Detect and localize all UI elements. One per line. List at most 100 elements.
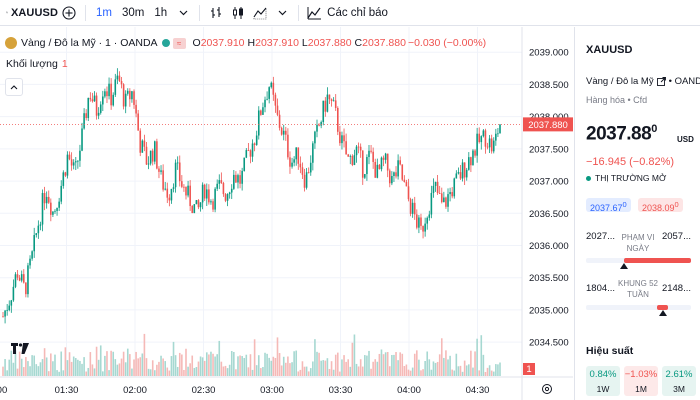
volume-bar <box>210 351 212 376</box>
interval-30m-button[interactable]: 30m <box>121 6 145 19</box>
candle-body <box>384 153 387 160</box>
candle-body <box>440 193 443 203</box>
performance-3m-period: 3M <box>673 384 685 394</box>
cfd-badge[interactable]: ≈ <box>172 37 186 49</box>
tradingview-logo[interactable] <box>11 341 29 359</box>
candle-body <box>181 181 183 187</box>
time-tick-label: 1:00 <box>0 385 7 396</box>
ask-price-badge[interactable]: 2038.090 <box>638 198 683 213</box>
candle-body <box>18 277 21 281</box>
tradingview-logo-icon <box>11 343 29 354</box>
candle-body <box>37 225 40 234</box>
candle-body <box>25 282 27 295</box>
candle-body <box>216 183 218 189</box>
candle-body <box>85 113 87 119</box>
volume-bar <box>50 353 52 376</box>
symbol-details-panel: XAUUSD Vàng / Đô la Mỹ • OANDA ··· Hàng … <box>574 27 700 400</box>
volume-bar <box>432 361 435 376</box>
candle-body <box>330 99 333 101</box>
candle-body <box>420 217 422 226</box>
candle-body <box>149 150 152 164</box>
bar-chart-type-button[interactable] <box>205 2 227 24</box>
volume-bar <box>129 354 131 376</box>
panel-symbol[interactable]: XAUUSD <box>586 44 633 56</box>
candle-body <box>197 200 200 208</box>
volume-bar <box>257 355 260 376</box>
volume-bar <box>189 363 191 376</box>
candle-body <box>147 163 150 165</box>
candle-body <box>233 174 235 189</box>
candle-body <box>405 182 408 187</box>
candle-body <box>341 135 343 144</box>
chart-type-dropdown-button[interactable] <box>271 2 293 24</box>
candle-body <box>87 97 90 119</box>
volume-bar <box>172 341 175 376</box>
volume-bar <box>397 360 399 376</box>
candle-body <box>245 150 248 158</box>
volume-bar <box>405 364 408 376</box>
bid-price: 2037.67 <box>590 203 623 213</box>
volume-bar <box>264 352 266 376</box>
volume-bar <box>386 351 389 376</box>
high-label: H <box>247 37 256 49</box>
volume-bar <box>91 364 94 376</box>
volume-bar <box>465 365 468 376</box>
close-value: 2037.880 <box>362 37 406 49</box>
candle-body <box>484 130 487 147</box>
candle-body <box>224 194 227 201</box>
volume-bar <box>324 360 327 376</box>
volume-bar <box>2 366 4 376</box>
candle-body <box>434 181 437 186</box>
candle-body <box>291 162 293 167</box>
candle-body <box>289 157 291 167</box>
interval-dropdown-button[interactable] <box>172 2 194 24</box>
last-price: 2037.880 <box>586 123 657 145</box>
candle-body <box>62 172 65 186</box>
candle-body <box>41 193 44 225</box>
bid-price-badge[interactable]: 2037.670 <box>586 198 631 213</box>
candle-body <box>339 131 341 144</box>
price-chart[interactable]: 2039.0002038.5002038.0002037.5002037.000… <box>0 27 573 400</box>
collapse-legend-button[interactable] <box>5 78 23 96</box>
chart-settings-icon[interactable] <box>542 384 552 394</box>
performance-1w[interactable]: 0.84% 1W <box>586 366 620 396</box>
week52-range-low: 1804... <box>586 283 616 294</box>
area-chart-type-button[interactable] <box>249 2 271 24</box>
performance-3m[interactable]: 2.61% 3M <box>662 366 696 396</box>
symbol-search[interactable]: XAUUSD <box>0 7 58 19</box>
volume-bar <box>12 362 15 376</box>
candle-body <box>27 265 29 295</box>
volume-bar <box>355 363 358 376</box>
candle-body <box>237 175 239 183</box>
volume-bar <box>374 359 377 376</box>
performance-1m[interactable]: −1.03% 1M <box>624 366 658 396</box>
candle-body <box>382 157 385 160</box>
indicators-button[interactable]: Các chỉ báo <box>304 6 388 20</box>
volume-bar <box>459 365 462 376</box>
last-price-label: 2037.880 <box>528 120 568 131</box>
candle-body <box>58 201 60 208</box>
volume-bar <box>29 366 31 376</box>
candle-body <box>445 197 447 207</box>
plus-circle-icon <box>62 5 76 20</box>
chart-pane[interactable]: Vàng / Đô la Mỹ · 1 · OANDA ≈ O 2037.910 … <box>0 27 573 400</box>
candle-body <box>376 164 379 178</box>
compare-symbol-button[interactable] <box>58 2 80 24</box>
volume-bar <box>233 351 235 376</box>
interval-1h-button[interactable]: 1h <box>154 6 168 19</box>
candle-body <box>285 130 287 135</box>
external-link-icon[interactable] <box>656 77 666 86</box>
volume-bar <box>235 369 237 376</box>
price-tick-label: 2037.000 <box>529 177 569 188</box>
volume-bar <box>272 356 275 376</box>
interval-1m-button[interactable]: 1m <box>96 6 112 19</box>
time-tick-label: 01:30 <box>55 385 79 396</box>
volume-bar <box>372 361 374 376</box>
candle-body <box>151 150 154 162</box>
candle-body <box>430 192 433 215</box>
candle-body <box>205 189 208 199</box>
candles-chart-type-button[interactable] <box>227 2 249 24</box>
candle-body <box>164 188 167 190</box>
volume-bar <box>499 362 501 376</box>
top-toolbar: XAUUSD 1m 30m 1h Các chỉ báo <box>0 0 700 26</box>
